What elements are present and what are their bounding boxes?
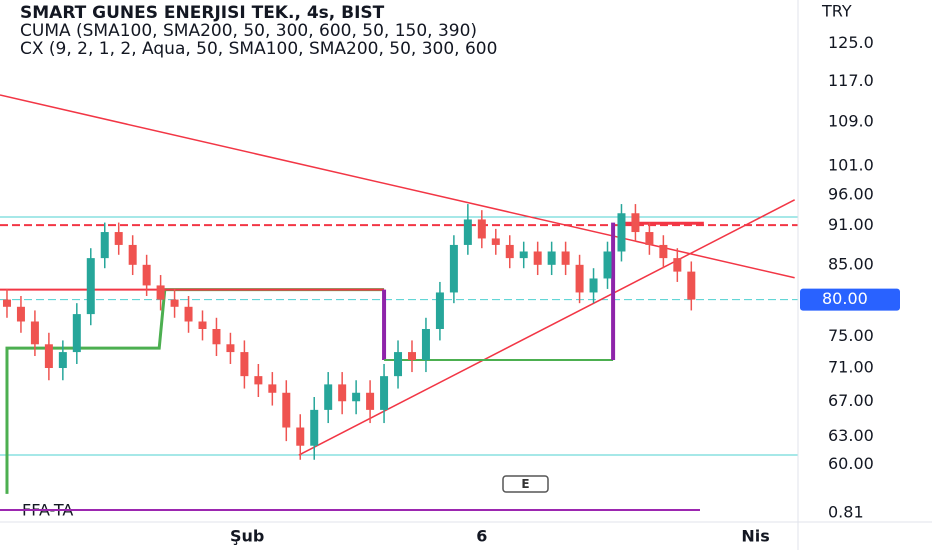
candle-body [547, 251, 556, 265]
candle-body [589, 278, 598, 293]
candle-body [72, 314, 81, 353]
currency: TRY [821, 2, 852, 21]
candle-body [463, 219, 472, 245]
chart-title: SMART GUNES ENERJISI TEK., 4s, BIST [20, 3, 385, 23]
indicator-legend: CX (9, 2, 1, 2, Aqua, 50, SMA100, SMA200… [20, 39, 497, 59]
y-tick-label: 85.00 [828, 254, 874, 273]
candle-body [86, 258, 95, 315]
candle-body [324, 384, 333, 410]
candle-body [58, 352, 67, 369]
header: SMART GUNES ENERJISI TEK., 4s, BIST CUMA… [20, 3, 497, 59]
candle-body [170, 299, 179, 307]
candle-body [114, 232, 123, 245]
candle-body [687, 271, 696, 300]
y-tick-label: 96.00 [828, 185, 874, 204]
y-tick-label: 71.00 [828, 358, 874, 377]
candle-body [44, 344, 53, 369]
candle-body [338, 384, 347, 402]
candle-body [142, 264, 151, 286]
candle-body [226, 344, 235, 353]
y-tick-label: 101.0 [828, 155, 874, 174]
candle-body [296, 427, 305, 446]
candle-body [491, 238, 500, 245]
candle-body [645, 232, 654, 245]
candle-body [659, 244, 668, 259]
plot-area [0, 94, 798, 494]
pane-tick-label: 0.81 [828, 503, 864, 522]
candle-body [198, 321, 207, 329]
candle-body [100, 232, 109, 259]
candle-body [240, 352, 249, 377]
price-label: 80.00 [822, 289, 868, 308]
y-tick-label: 109.0 [828, 112, 874, 131]
candle-body [394, 352, 403, 377]
candle-body [282, 392, 291, 428]
price-label-bg [800, 288, 900, 311]
candle-body [366, 392, 375, 410]
candle-body [617, 213, 626, 252]
candle-body [310, 409, 319, 446]
candle-body [156, 285, 165, 300]
candle-body [575, 264, 584, 293]
candle-body [2, 299, 11, 307]
candle-body [435, 292, 444, 329]
candle-body [673, 258, 682, 272]
candle-body [352, 392, 361, 402]
y-tick-label: 63.00 [828, 426, 874, 445]
indicator-line [298, 199, 795, 456]
x-tick-label: 6 [476, 527, 487, 546]
candle-body [449, 244, 458, 293]
candle-body [631, 213, 640, 233]
candle-body [212, 328, 221, 345]
x-tick-label: Nis [741, 527, 769, 546]
candle-body [505, 244, 514, 259]
candle-body [421, 328, 430, 360]
marker-box[interactable] [502, 475, 549, 493]
candle-body [184, 306, 193, 322]
x-tick-label: Şub [230, 527, 264, 546]
candle-body [477, 219, 486, 239]
marker-label[interactable]: E [521, 477, 529, 491]
y-tick-label: 91.00 [828, 215, 874, 234]
y-tick-label: 117.0 [828, 71, 874, 90]
candle-body [268, 384, 277, 393]
candle-body [128, 244, 137, 265]
candle-body [16, 306, 25, 322]
candle-body [519, 251, 528, 259]
candle-body [561, 251, 570, 265]
y-tick-label: 67.00 [828, 391, 874, 410]
candle-body [407, 352, 416, 360]
candle-body [603, 251, 612, 279]
candle-body [380, 376, 389, 410]
candle-body [533, 251, 542, 265]
y-tick-label: 60.00 [828, 454, 874, 473]
y-tick-label: 75.00 [828, 326, 874, 345]
candle-body [30, 321, 39, 345]
y-tick-label: 125.0 [828, 33, 874, 52]
candle-body [254, 376, 263, 385]
indicator-legend: CUMA (SMA100, SMA200, 50, 300, 600, 50, … [20, 21, 477, 41]
